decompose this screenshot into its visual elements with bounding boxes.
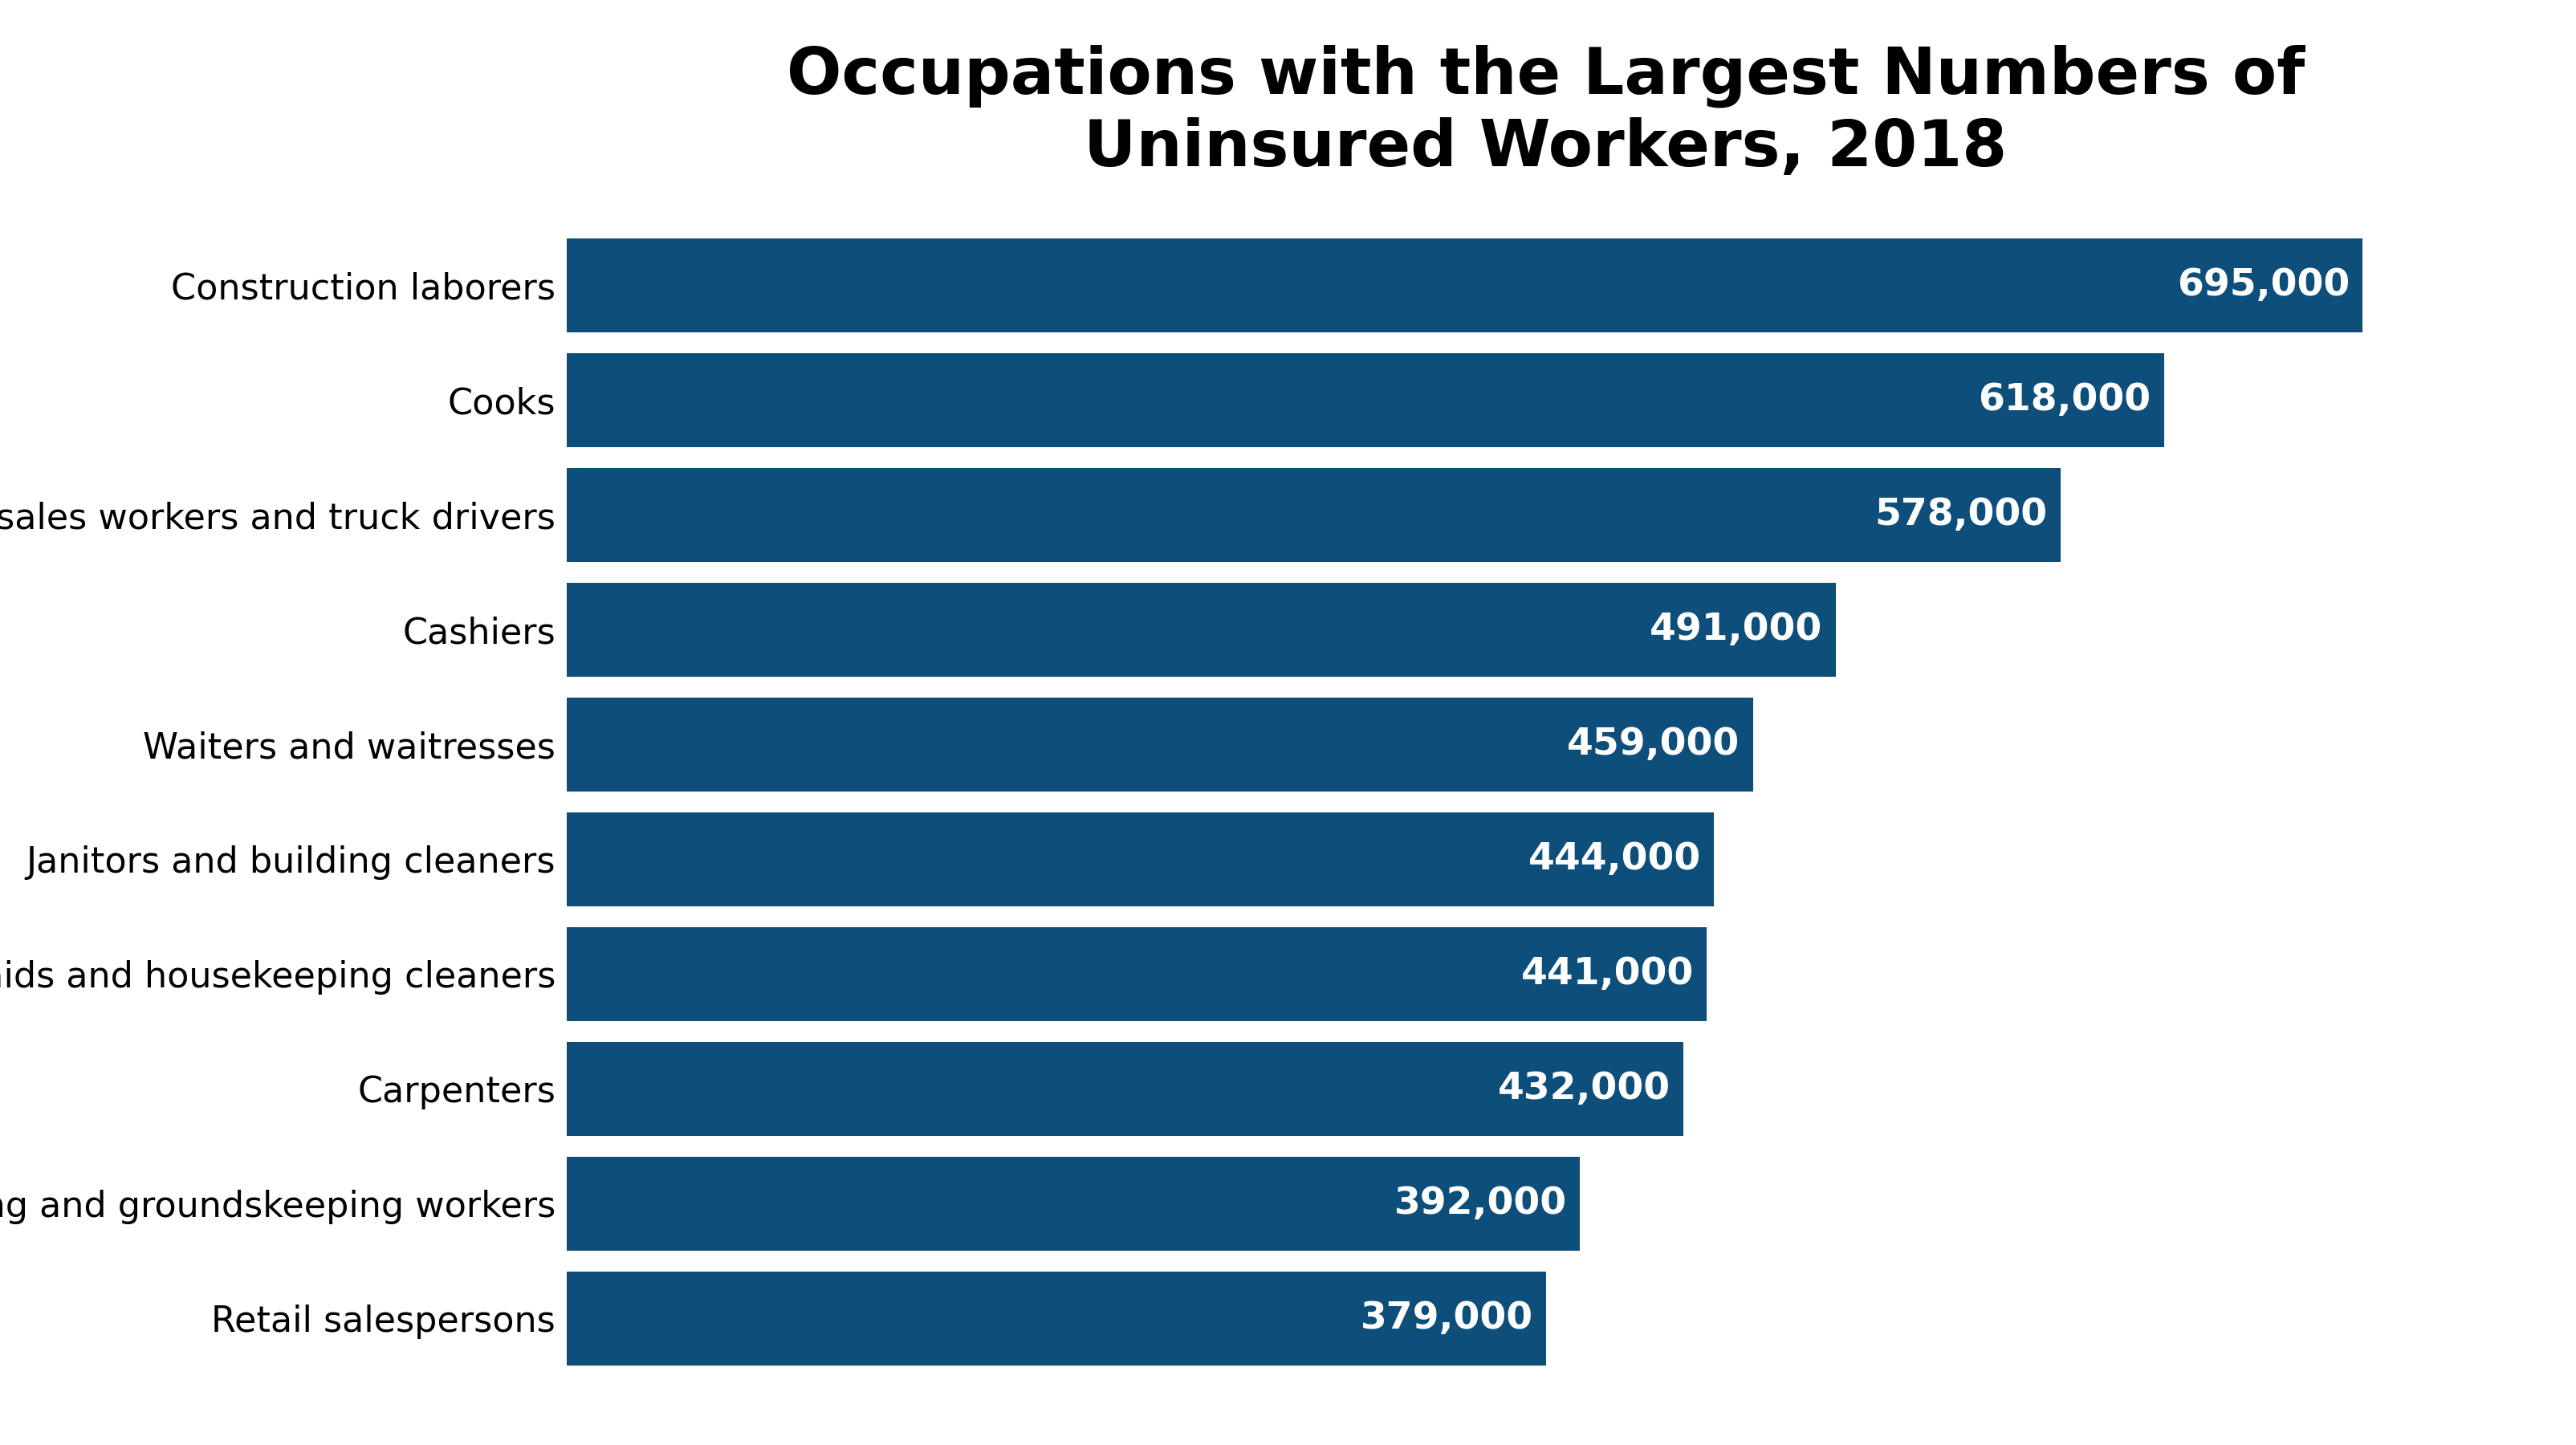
Text: 695,000: 695,000 (2177, 267, 2349, 303)
Bar (567, 353, 2164, 448)
Bar (567, 928, 1705, 1022)
Bar (567, 1272, 1546, 1366)
Text: 578,000: 578,000 (1875, 497, 2048, 533)
Bar (567, 1042, 1682, 1136)
Bar (567, 582, 1837, 676)
Text: 392,000: 392,000 (1394, 1185, 1566, 1221)
Bar (567, 468, 2061, 562)
Text: 491,000: 491,000 (1649, 611, 1824, 647)
Bar (567, 1156, 1579, 1250)
Title: Occupations with the Largest Numbers of
Uninsured Workers, 2018: Occupations with the Largest Numbers of … (786, 45, 2306, 181)
Text: 618,000: 618,000 (1978, 383, 2151, 419)
Bar (567, 698, 1752, 792)
Text: 432,000: 432,000 (1497, 1071, 1669, 1107)
Text: 379,000: 379,000 (1360, 1300, 1533, 1337)
Text: 441,000: 441,000 (1520, 957, 1692, 993)
Bar (567, 238, 2362, 332)
Text: 459,000: 459,000 (1566, 727, 1739, 763)
Bar (567, 812, 1713, 906)
Text: 444,000: 444,000 (1528, 841, 1700, 877)
